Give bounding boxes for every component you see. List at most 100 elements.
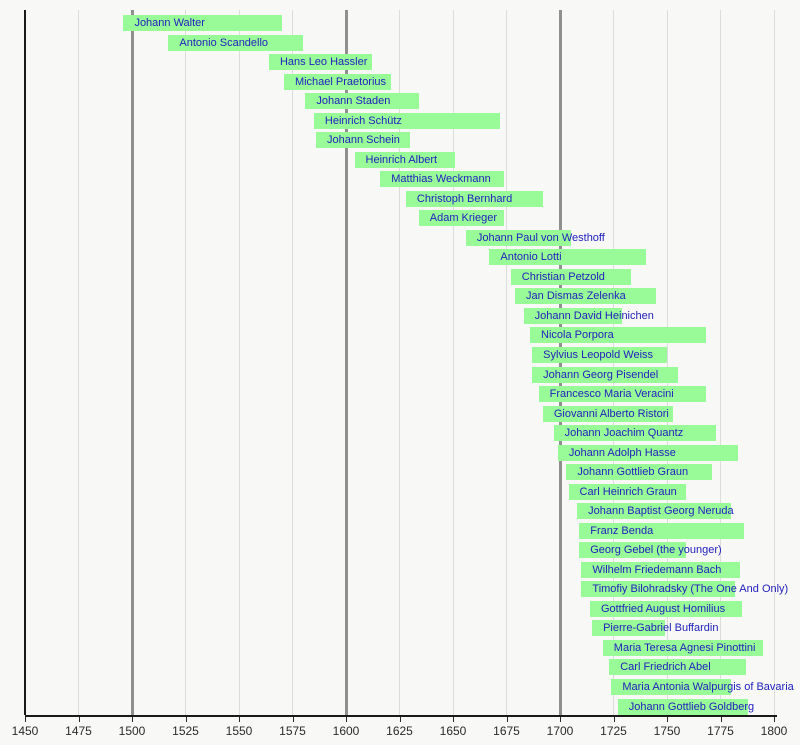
timeline-bar: Johann Baptist Georg Neruda: [577, 503, 734, 520]
composer-label[interactable]: Johann Gottlieb Goldberg: [628, 700, 755, 713]
composer-label[interactable]: Matthias Weckmann: [391, 173, 491, 186]
composer-label[interactable]: Carl Heinrich Graun: [579, 485, 677, 498]
composer-label[interactable]: Sylvius Leopold Weiss: [543, 349, 654, 361]
timeline-bar: Maria Antonia Walpurgis of Bavaria: [611, 679, 794, 696]
axis-tick-label: 1625: [386, 724, 413, 738]
axis-tick-label: 1700: [546, 724, 574, 738]
composer-label[interactable]: Christian Petzold: [521, 270, 605, 283]
composer-label[interactable]: Johann David Heinichen: [534, 309, 654, 322]
composer-label[interactable]: Johann Paul von Westhoff: [476, 231, 605, 244]
timeline-bar: Georg Gebel (the younger): [579, 542, 722, 559]
composer-label[interactable]: Johann Schein: [327, 134, 400, 147]
gridline-1550: [238, 10, 240, 715]
composer-label[interactable]: Antonio Scandello: [179, 36, 269, 49]
timeline-bar: Johann Walter: [123, 15, 282, 31]
timeline-bar: Carl Friedrich Abel: [609, 659, 747, 676]
composer-label[interactable]: Giovanni Alberto Ristori: [553, 407, 669, 420]
axis-tick-mark: [560, 717, 561, 722]
timeline-bar: Antonio Lotti: [489, 249, 646, 266]
axis-tick-label: 1650: [439, 724, 467, 738]
composer-label[interactable]: Michael Praetorius: [294, 75, 387, 88]
composer-label[interactable]: Adam Krieger: [429, 212, 498, 225]
gridline-1450: [24, 10, 26, 715]
composer-label[interactable]: Johann Joachim Quantz: [564, 427, 684, 440]
timeline-bar: Matthias Weckmann: [380, 171, 505, 188]
timeline-bar: Adam Krieger: [418, 210, 505, 227]
gridline-1600: [344, 10, 348, 715]
composer-label[interactable]: Wilhelm Friedemann Bach: [592, 563, 722, 576]
timeline-bar: Gottfried August Homilius: [589, 600, 742, 617]
axis-tick-mark: [613, 717, 615, 722]
timeline-bar: Johann Staden: [305, 93, 419, 110]
axis-tick-label: 1675: [493, 724, 520, 738]
gridline-1800: [773, 10, 775, 715]
composer-label[interactable]: Gottfried August Homilius: [600, 602, 726, 615]
timeline-bar: Pierre-Gabriel Buffardin: [592, 620, 718, 637]
axis-tick-label: 1500: [118, 724, 146, 738]
axis-tick-label: 1750: [653, 724, 681, 738]
timeline-bar: Sylvius Leopold Weiss: [532, 347, 667, 363]
axis-tick-label: 1775: [707, 724, 734, 738]
axis-tick-label: 1800: [760, 724, 788, 738]
composer-label[interactable]: Antonio Lotti: [500, 251, 562, 264]
composer-label[interactable]: Georg Gebel (the younger): [590, 544, 722, 557]
composer-label[interactable]: Johann Gottlieb Graun: [577, 466, 689, 479]
timeline-bar: Christoph Bernhard: [405, 190, 543, 207]
axis-tick-label: 1475: [65, 724, 92, 738]
axis-tick-mark: [346, 717, 347, 722]
axis-tick-mark: [399, 717, 401, 722]
composer-label[interactable]: Johann Baptist Georg Neruda: [588, 505, 734, 518]
gridline-1625: [399, 10, 400, 715]
gridline-1750: [666, 10, 668, 715]
timeline-bar: Michael Praetorius: [283, 73, 391, 90]
timeline-bar: Francesco Maria Veracini: [538, 386, 706, 403]
timeline-bar: Johann Adolph Hasse: [557, 444, 738, 461]
axis-tick-mark: [774, 717, 775, 722]
timeline-bar: Franz Benda: [579, 522, 745, 539]
timeline-bar: Johann David Heinichen: [523, 307, 654, 324]
composer-label[interactable]: Maria Teresa Agnesi Pinottini: [613, 641, 756, 654]
timeline-bar: Heinrich Albert: [354, 151, 456, 168]
axis-tick-mark: [78, 717, 80, 722]
composer-label[interactable]: Pierre-Gabriel Buffardin: [603, 622, 719, 635]
axis-tick-mark: [185, 717, 187, 722]
axis-tick-mark: [453, 717, 454, 722]
timeline-bar: Johann Joachim Quantz: [553, 425, 717, 442]
composer-label[interactable]: Johann Staden: [316, 95, 391, 108]
timeline-bar: Jan Dismas Zelenka: [515, 288, 657, 305]
gridline-1525: [185, 10, 186, 715]
gridline-1500: [130, 10, 134, 715]
gridline-1475: [78, 10, 79, 715]
composer-label[interactable]: Maria Antonia Walpurgis of Bavaria: [622, 681, 794, 694]
composer-label[interactable]: Heinrich Schütz: [324, 114, 402, 127]
timeline-bar: Christian Petzold: [510, 268, 631, 285]
gridline-1675: [506, 10, 507, 715]
axis-tick-mark: [720, 717, 722, 722]
composer-label[interactable]: Heinrich Albert: [365, 153, 438, 166]
composer-label[interactable]: Franz Benda: [590, 524, 654, 537]
composer-label[interactable]: Nicola Porpora: [541, 329, 614, 342]
axis-tick-label: 1550: [225, 724, 253, 738]
composer-label[interactable]: Johann Adolph Hasse: [568, 446, 676, 459]
axis-tick-label: 1575: [279, 724, 306, 738]
timeline-bar: Johann Schein: [316, 132, 411, 149]
timeline-bar: Johann Georg Pisendel: [532, 366, 678, 383]
composer-label[interactable]: Timofiy Bilohradsky (The One And Only): [592, 583, 789, 596]
gridline-1575: [292, 10, 293, 715]
composer-label[interactable]: Carl Friedrich Abel: [620, 661, 711, 674]
composer-label[interactable]: Hans Leo Hassler: [279, 56, 368, 69]
composer-label[interactable]: Christoph Bernhard: [416, 192, 513, 205]
composer-label[interactable]: Johann Georg Pisendel: [543, 368, 659, 381]
timeline-bar: Carl Heinrich Graun: [568, 483, 687, 500]
composer-label[interactable]: Johann Walter: [134, 17, 205, 29]
axis-tick-mark: [506, 717, 508, 722]
axis-tick-mark: [132, 717, 133, 722]
timeline-bar: Giovanni Alberto Ristori: [542, 405, 674, 422]
gridline-1775: [720, 10, 721, 715]
timeline-bar: Johann Gottlieb Graun: [566, 464, 712, 481]
axis-tick-mark: [292, 717, 294, 722]
composer-label[interactable]: Francesco Maria Veracini: [549, 388, 674, 401]
composer-label[interactable]: Jan Dismas Zelenka: [526, 290, 626, 303]
x-axis-line: [25, 715, 777, 717]
